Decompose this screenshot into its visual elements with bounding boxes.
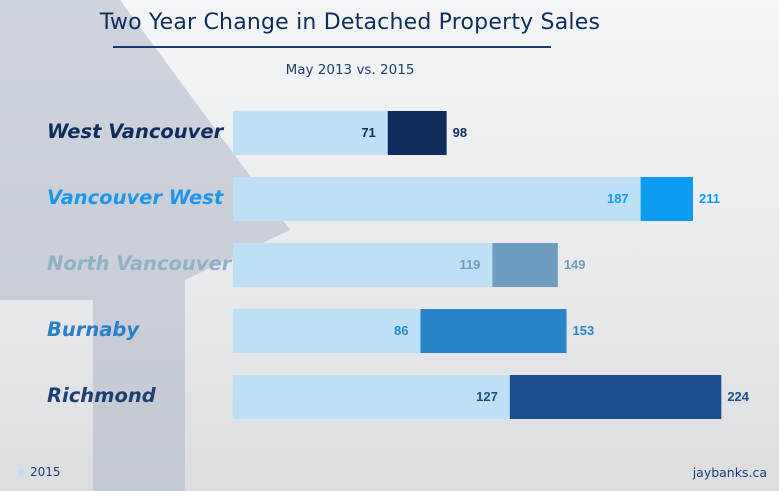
value-label-2015-burnaby: 153 [572,323,595,338]
category-label-west-vancouver: West Vancouver [47,120,224,143]
value-label-2015-richmond: 224 [727,389,750,404]
bar-increase-north-vancouver [492,243,558,287]
value-label-2013-burnaby: 86 [394,323,409,338]
category-label-north-vancouver: North Vancouver [47,252,232,275]
value-label-2013-vancouver-west: 187 [606,191,629,206]
value-label-2015-vancouver-west: 211 [698,191,720,206]
title-underline [113,46,551,48]
chart-subtitle: May 2013 vs. 2015 [285,62,415,78]
legend-label: 2015 [30,465,61,479]
bar-increase-west-vancouver [387,111,447,155]
bar-increase-vancouver-west [640,177,693,221]
brand-watermark: jaybanks.ca [692,465,767,480]
value-label-2015-west-vancouver: 98 [452,125,468,140]
bar-increase-richmond [509,375,722,419]
legend: 2015 [18,465,61,479]
value-label-2013-north-vancouver: 119 [459,257,481,272]
bar-increase-burnaby [420,309,567,353]
category-label-burnaby: Burnaby [47,318,140,341]
bar-total-vancouver-west [233,177,693,221]
legend-swatch [18,468,25,476]
value-label-2013-richmond: 127 [476,389,498,404]
chart-title: Two Year Change in Detached Property Sal… [99,10,601,35]
category-label-vancouver-west: Vancouver West [47,186,224,209]
value-label-2015-north-vancouver: 149 [563,257,586,272]
category-label-richmond: Richmond [47,384,156,407]
value-label-2013-west-vancouver: 71 [361,125,376,140]
